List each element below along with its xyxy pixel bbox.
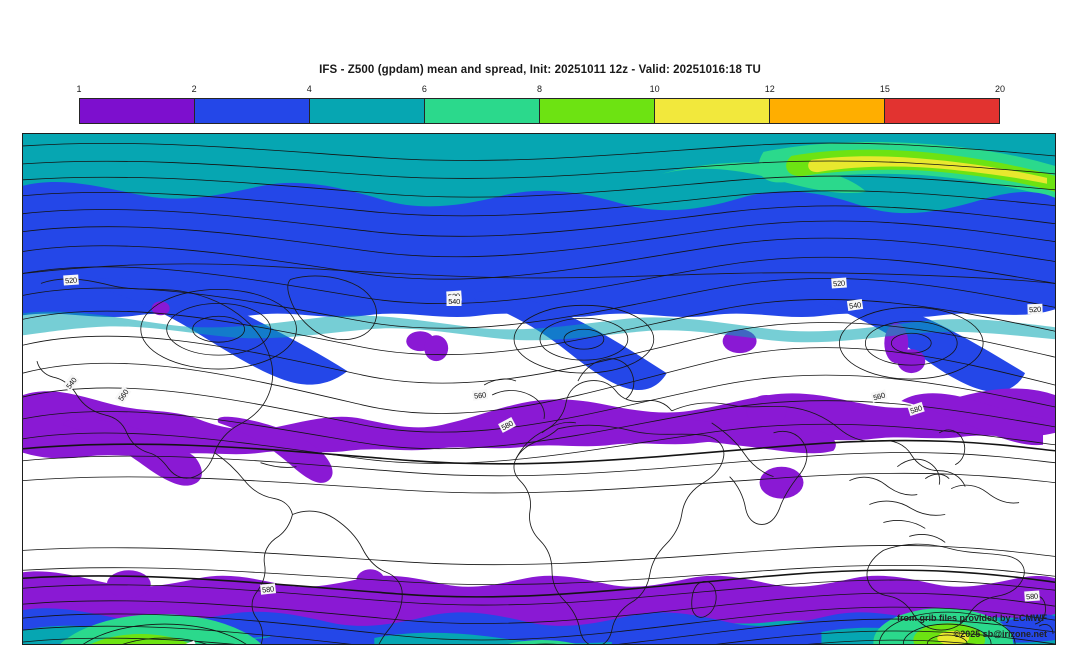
contour-label: 520 — [1027, 304, 1043, 315]
colorbar-tick-6: 6 — [421, 84, 427, 94]
contours-north — [23, 142, 1055, 494]
spread-streak-yellow-arctic — [808, 156, 1048, 184]
spread-blob-purple-s1 — [356, 569, 385, 592]
colorbar-legend: 1 2 4 6 8 10 12 15 20 — [76, 84, 1005, 126]
colorbar-band-15-20 — [885, 99, 999, 123]
colorbar-bands — [79, 98, 1000, 124]
colorbar-tick-4: 4 — [306, 84, 312, 94]
contour-label: 580 — [1024, 590, 1040, 602]
colorbar-tick-12: 12 — [764, 84, 775, 94]
spread-wedge-teal-south-b — [374, 632, 612, 644]
contour-thick-south — [23, 569, 1055, 598]
colorbar-band-4-6 — [310, 99, 425, 123]
spread-band-blue-south — [23, 608, 1055, 644]
colorbar-tick-8: 8 — [536, 84, 543, 94]
colorbar-band-12-15 — [770, 99, 885, 123]
spread-bulge-purple-asia — [901, 393, 1044, 446]
spread-bulge-purple-a — [62, 418, 202, 486]
spread-lobe-blue-asia — [818, 292, 1026, 392]
map-panel[interactable]: 5205405605205405605805205405205605805805… — [22, 133, 1056, 645]
contour-thick-north — [23, 439, 1055, 465]
contour-label: 580 — [259, 583, 276, 595]
coastlines — [23, 263, 1055, 644]
spread-max-green-s1 — [60, 614, 262, 644]
colorbar-tick-20: 20 — [994, 84, 1006, 94]
contour-label: 540 — [446, 296, 462, 307]
spread-blob-purple-2 — [151, 301, 170, 316]
page-title: IFS - Z500 (gpdam) mean and spread, Init… — [319, 64, 761, 76]
contour-lows-north — [140, 288, 984, 380]
spread-band-blue-north — [23, 182, 1055, 318]
spread-blob-purple-s2 — [106, 570, 151, 599]
attribution-text: from grib files provided by ECMWF — [896, 613, 1047, 623]
spread-bulge-purple-eu — [581, 400, 836, 454]
colorbar-band-8-10 — [540, 99, 655, 123]
colorbar-band-2-4 — [195, 99, 310, 123]
colorbar-band-1-2 — [80, 99, 195, 123]
map-canvas — [23, 134, 1055, 644]
spread-ribbon-teal-a — [23, 311, 1055, 343]
contour-label: 560 — [579, 643, 596, 644]
spread-max-yellow-s3 — [937, 631, 970, 644]
contour-lows-south — [82, 611, 1016, 644]
contour-label: 520 — [63, 274, 79, 286]
spread-blob-purple-3 — [424, 335, 449, 362]
colorbar-tick-2: 2 — [191, 84, 197, 94]
colorbar-band-10-12 — [655, 99, 770, 123]
spread-max-green-s2 — [508, 640, 576, 644]
contour-label: 520 — [831, 277, 848, 289]
contours-south — [23, 545, 1055, 644]
colorbar-band-6-8 — [425, 99, 540, 123]
contour-label: 560 — [472, 389, 489, 401]
copyright-text: ©2025 sb@irizone.net — [953, 629, 1047, 639]
spread-blob-purple-5 — [746, 394, 787, 427]
colorbar-tick-1: 1 — [76, 84, 82, 94]
colorbar-tick-15: 15 — [879, 84, 890, 94]
colorbar-tick-labels: 1 2 4 6 8 10 12 15 20 — [76, 84, 1005, 98]
spread-blob-purple-8 — [759, 466, 804, 499]
spread-lobe-blue-eu — [473, 290, 667, 391]
colorbar-tick-10: 10 — [649, 84, 660, 94]
